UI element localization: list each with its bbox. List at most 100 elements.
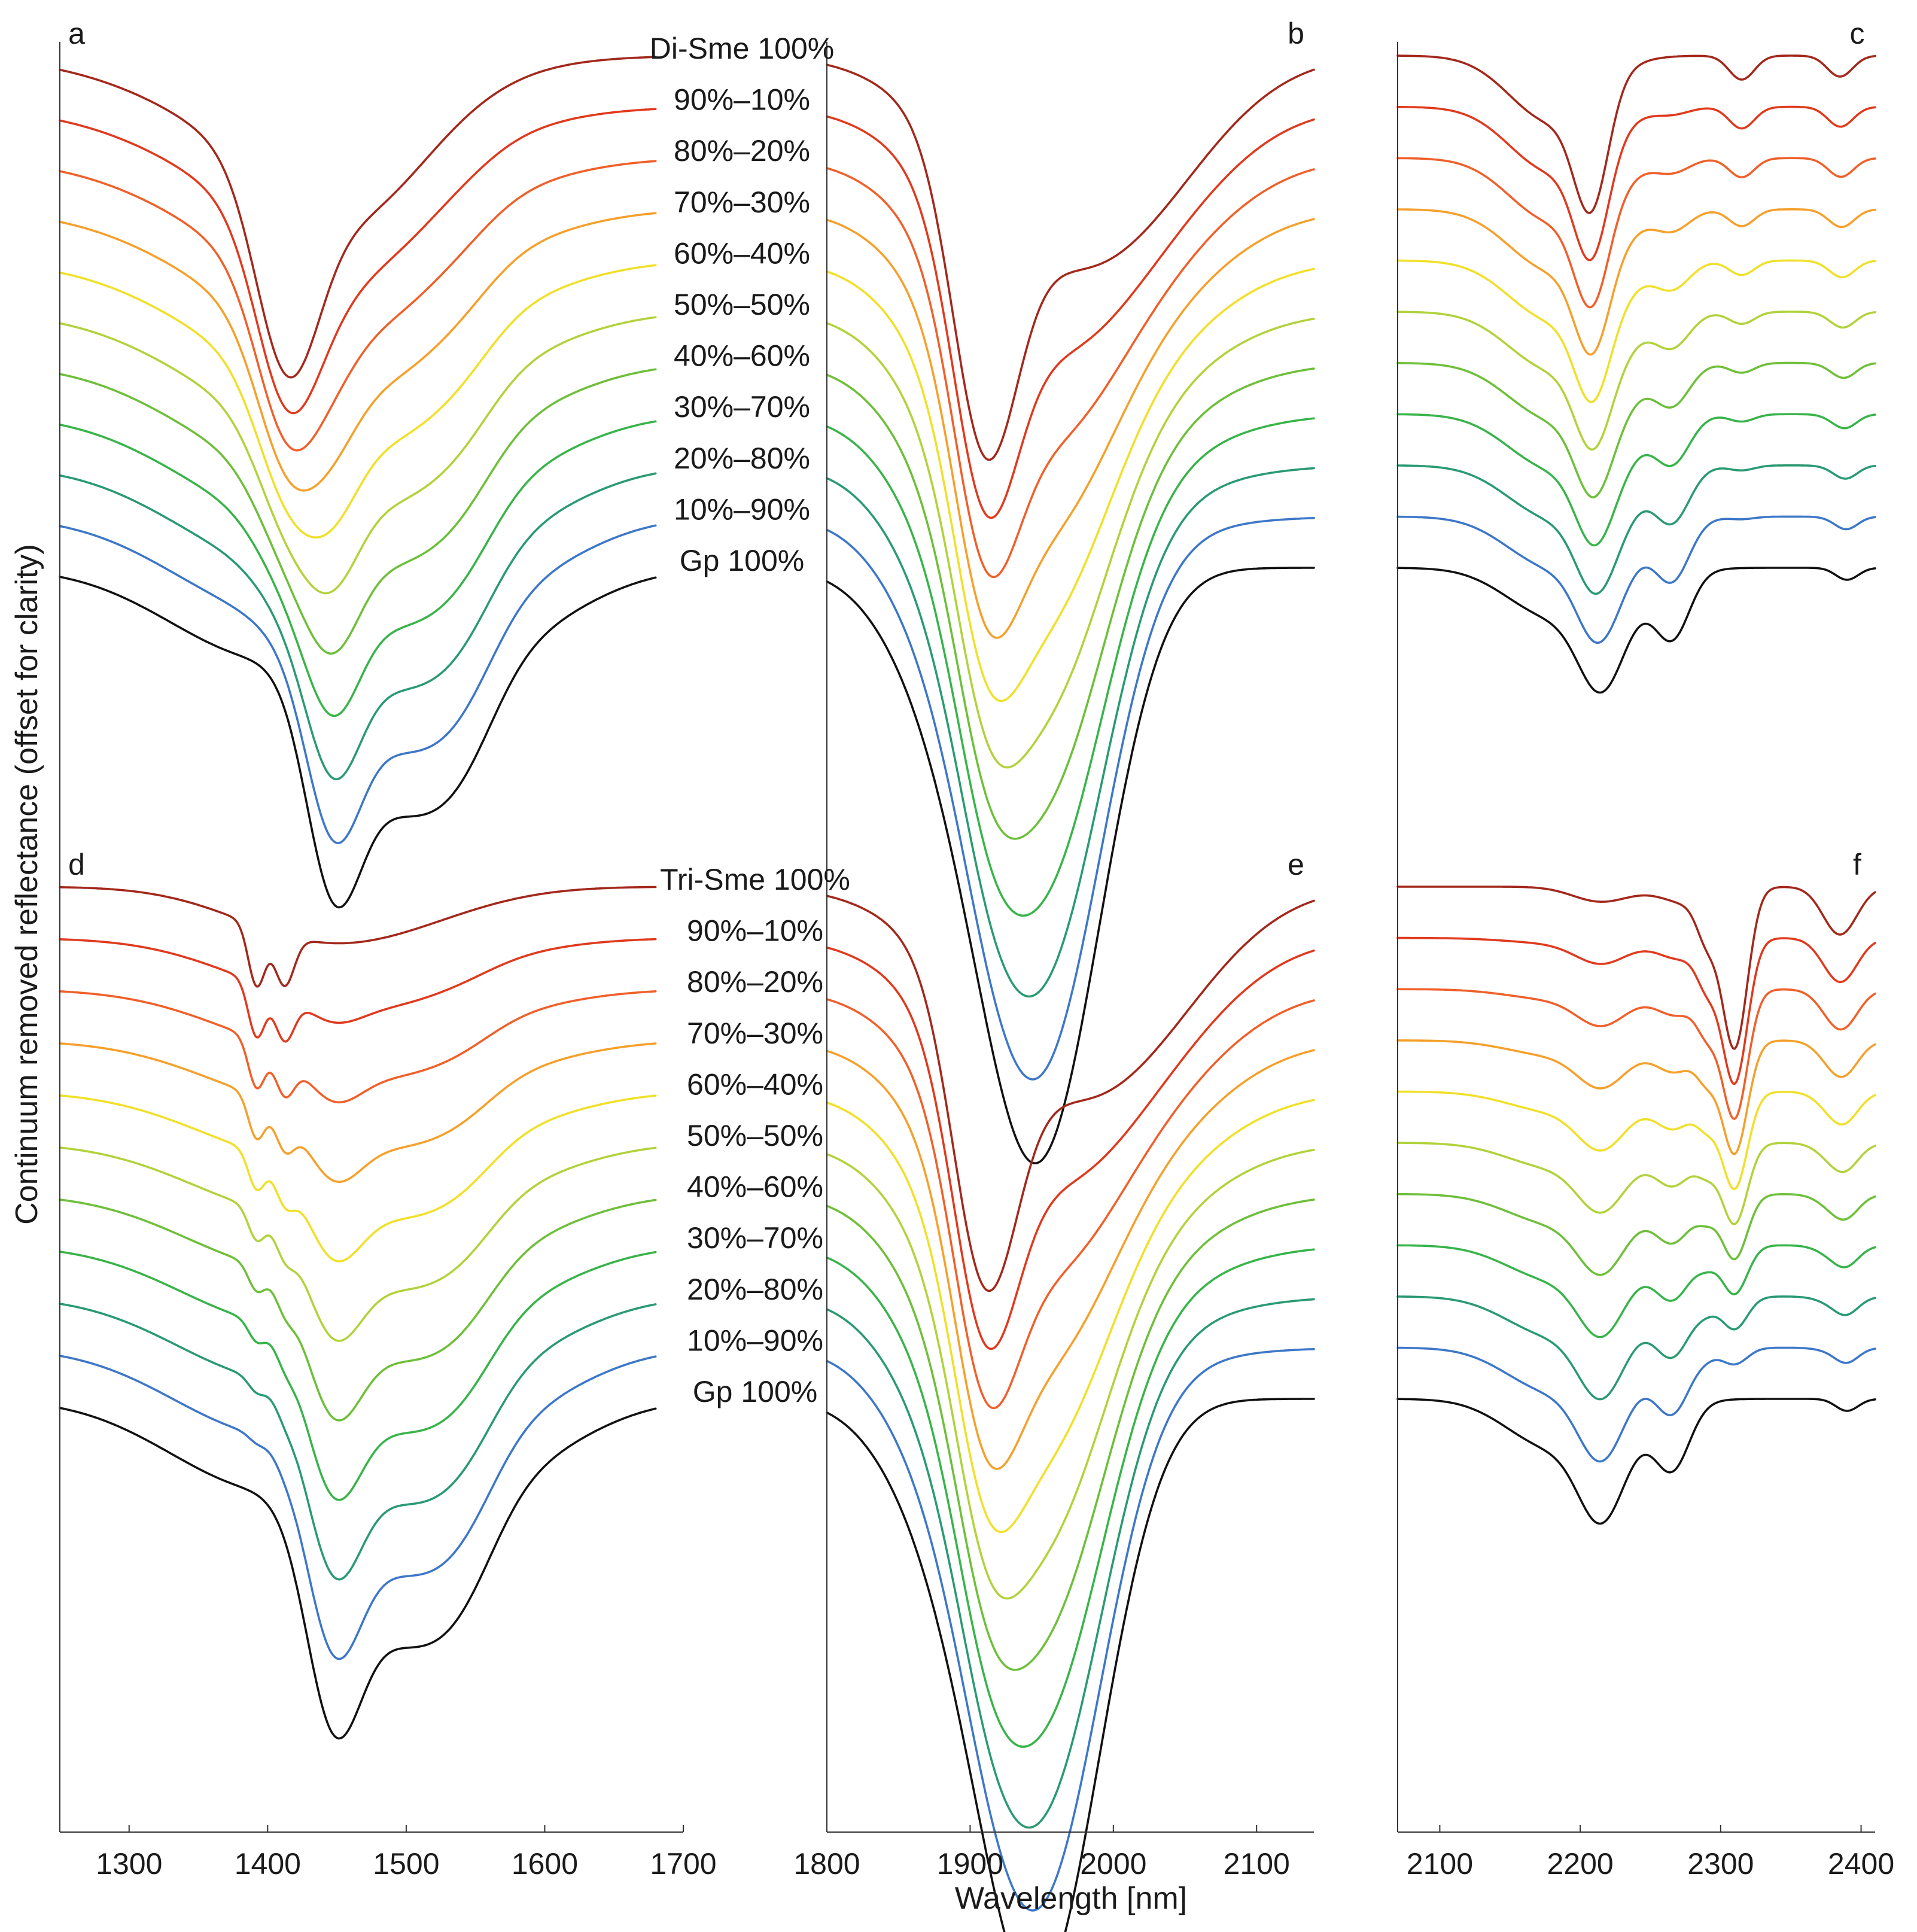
spectrum-f-7 bbox=[1396, 1244, 1876, 1338]
spectrum-a-6 bbox=[59, 368, 657, 655]
spectrum-d-6 bbox=[59, 1198, 657, 1422]
legend-label-bottom-3: 70%–30% bbox=[687, 1017, 823, 1050]
spectrum-f-8 bbox=[1396, 1295, 1876, 1401]
spectrum-d-7 bbox=[59, 1251, 657, 1501]
x-tick-label-2000: 2000 bbox=[1080, 1847, 1146, 1881]
legend-label-top-8: 20%–80% bbox=[674, 442, 810, 475]
legend-label-top-10: Gp 100% bbox=[680, 544, 804, 577]
spectrum-a-2 bbox=[59, 160, 657, 452]
legend-label-top-9: 10%–90% bbox=[674, 492, 810, 526]
spectrum-e-0 bbox=[826, 894, 1315, 1292]
spectrum-e-2 bbox=[826, 998, 1315, 1410]
spectrum-c-2 bbox=[1396, 157, 1876, 309]
spectrum-b-10 bbox=[826, 567, 1315, 1164]
spectrum-c-9 bbox=[1396, 515, 1876, 644]
spectrum-b-1 bbox=[826, 115, 1315, 519]
legend-label-bottom-4: 60%–40% bbox=[687, 1067, 823, 1101]
legend-label-bottom-10: Gp 100% bbox=[693, 1375, 817, 1408]
spectrum-f-6 bbox=[1396, 1192, 1876, 1276]
spectrum-b-4 bbox=[826, 267, 1315, 702]
x-tick-label-1500: 1500 bbox=[373, 1847, 439, 1881]
legend-label-top-5: 50%–50% bbox=[674, 288, 810, 321]
panel-letter-c: c bbox=[1850, 17, 1865, 50]
panel-d bbox=[59, 886, 657, 1740]
spectrum-b-3 bbox=[826, 218, 1315, 639]
x-tick-label-1600: 1600 bbox=[512, 1847, 578, 1881]
spectrum-b-5 bbox=[826, 317, 1315, 769]
spectrum-f-2 bbox=[1396, 988, 1876, 1120]
legend-label-bottom-9: 10%–90% bbox=[687, 1324, 823, 1357]
spectrum-a-0 bbox=[59, 56, 657, 379]
legend-label-top-0: Di-Sme 100% bbox=[650, 32, 834, 65]
spectrum-a-9 bbox=[59, 524, 657, 844]
spectrum-d-2 bbox=[59, 990, 657, 1104]
spectrum-c-5 bbox=[1396, 311, 1876, 451]
legend-label-bottom-2: 80%–20% bbox=[687, 965, 823, 999]
spectrum-d-3 bbox=[59, 1042, 657, 1183]
x-tick-label-2400: 2400 bbox=[1828, 1847, 1894, 1881]
legend-label-top-4: 60%–40% bbox=[674, 236, 810, 270]
x-tick-label-1300: 1300 bbox=[96, 1847, 162, 1881]
spectrum-e-9 bbox=[826, 1348, 1315, 1912]
x-tick-label-2100: 2100 bbox=[1224, 1847, 1290, 1881]
spectrum-a-10 bbox=[59, 576, 657, 909]
axes bbox=[59, 42, 1875, 1833]
spectrum-f-10 bbox=[1396, 1398, 1876, 1525]
spectrum-e-8 bbox=[826, 1298, 1315, 1829]
spectrum-b-2 bbox=[826, 167, 1315, 579]
panel-letter-f: f bbox=[1853, 848, 1861, 881]
x-tick-label-2200: 2200 bbox=[1547, 1847, 1614, 1881]
legend-label-bottom-1: 90%–10% bbox=[687, 914, 823, 948]
legend-label-bottom-5: 50%–50% bbox=[687, 1119, 823, 1152]
spectrum-a-3 bbox=[59, 212, 657, 492]
spectrum-d-4 bbox=[59, 1094, 657, 1262]
x-tick-label-2300: 2300 bbox=[1687, 1847, 1754, 1881]
spectrum-b-8 bbox=[826, 467, 1315, 998]
spectrum-c-7 bbox=[1396, 413, 1876, 547]
spectrum-c-8 bbox=[1396, 464, 1876, 595]
panel-letter-a: a bbox=[68, 17, 85, 50]
legend-label-top-2: 80%–20% bbox=[674, 134, 810, 168]
y-axis-title: Continuum removed reflectance (offset fo… bbox=[10, 544, 44, 1225]
x-axis-title: Wavelength [nm] bbox=[955, 1881, 1187, 1916]
spectrum-f-9 bbox=[1396, 1346, 1876, 1463]
spectrum-f-5 bbox=[1396, 1142, 1876, 1225]
spectrum-a-7 bbox=[59, 420, 657, 717]
spectrum-e-7 bbox=[826, 1248, 1315, 1748]
spectrum-e-4 bbox=[826, 1099, 1315, 1534]
panel-letter-d: d bbox=[68, 848, 85, 881]
legend-label-top-7: 30%–70% bbox=[674, 390, 810, 424]
x-tick-label-1400: 1400 bbox=[235, 1847, 301, 1881]
legend-label-bottom-6: 40%–60% bbox=[687, 1170, 823, 1204]
x-tick-label-1800: 1800 bbox=[793, 1847, 860, 1881]
legend-label-bottom-0: Tri-Sme 100% bbox=[660, 863, 850, 896]
spectrum-e-3 bbox=[826, 1049, 1315, 1470]
legend-label-top-6: 40%–60% bbox=[674, 339, 810, 373]
spectrum-e-1 bbox=[826, 946, 1315, 1350]
spectrum-a-5 bbox=[59, 316, 657, 595]
x-tick-label-1700: 1700 bbox=[650, 1847, 716, 1881]
legend-label-bottom-7: 30%–70% bbox=[687, 1221, 823, 1255]
spectrum-f-3 bbox=[1396, 1039, 1876, 1155]
spectrum-b-9 bbox=[826, 517, 1315, 1081]
x-tick-label-1900: 1900 bbox=[937, 1847, 1003, 1881]
spectrum-a-8 bbox=[59, 472, 657, 781]
spectrum-f-0 bbox=[1396, 886, 1876, 1050]
spectrum-e-5 bbox=[826, 1148, 1315, 1600]
panel-b bbox=[826, 63, 1315, 1164]
labels: a b c d e f Di-Sme 100% 90%–10% 80%–20% 70%–30% 60… bbox=[10, 17, 1894, 1916]
legend-label-bottom-8: 20%–80% bbox=[687, 1273, 823, 1306]
spectrum-b-6 bbox=[826, 367, 1315, 840]
panel-e bbox=[826, 894, 1315, 1932]
legend-label-top-3: 70%–30% bbox=[674, 185, 810, 219]
panel-f bbox=[1396, 886, 1876, 1525]
spectrum-a-4 bbox=[59, 264, 657, 538]
spectrum-e-6 bbox=[826, 1198, 1315, 1671]
spectrum-b-7 bbox=[826, 417, 1315, 917]
spectrum-b-0 bbox=[826, 63, 1315, 461]
spectrum-e-10 bbox=[826, 1398, 1315, 1932]
spectrum-f-1 bbox=[1396, 936, 1876, 1085]
spectrum-d-8 bbox=[59, 1303, 657, 1581]
spectrum-d-0 bbox=[59, 886, 657, 988]
